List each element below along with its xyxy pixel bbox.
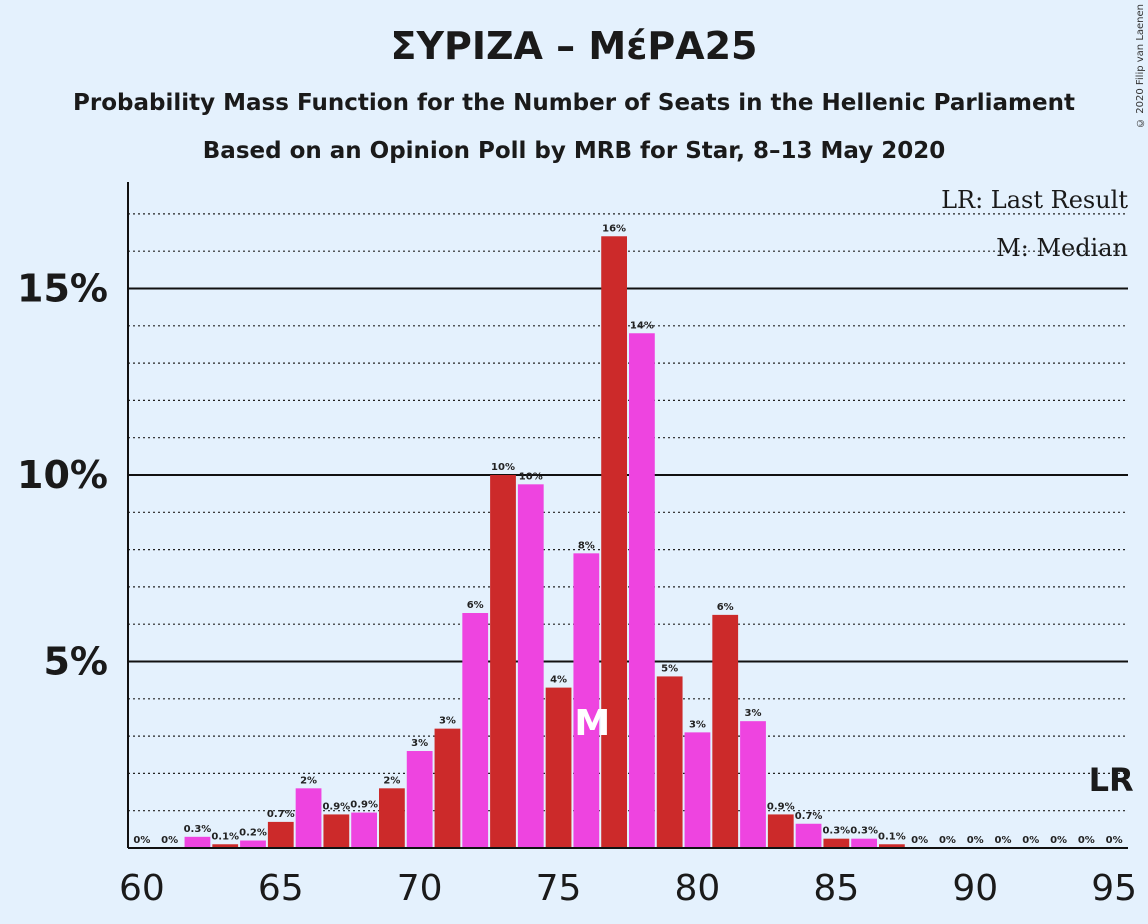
bar: [823, 838, 850, 848]
bar: [406, 751, 433, 848]
bar: [490, 475, 516, 848]
data-label: 5%: [661, 663, 678, 674]
chart-title: ΣΥΡΙΖΑ – ΜέΡΑ25: [390, 24, 758, 68]
data-label: 6%: [467, 600, 484, 611]
data-label: 0%: [995, 835, 1012, 846]
data-label: 0%: [161, 835, 178, 846]
bar: [712, 614, 739, 848]
bar: [379, 788, 405, 848]
bar: [767, 814, 794, 848]
y-tick-label: 5%: [43, 640, 108, 684]
bar: [795, 823, 822, 848]
data-label: 0%: [939, 835, 956, 846]
data-label: 0%: [967, 835, 984, 846]
bar: [740, 721, 766, 848]
x-tick-label: 95: [1091, 868, 1137, 909]
data-label: 0%: [1106, 835, 1123, 846]
data-label: 0%: [1050, 835, 1067, 846]
bar: [434, 728, 461, 848]
data-label: 3%: [689, 719, 706, 730]
bar: [879, 844, 905, 848]
bar: [684, 732, 711, 848]
data-label: 3%: [411, 738, 428, 749]
bar: [323, 814, 350, 848]
data-label: 0.3%: [850, 826, 878, 837]
data-label: 0.1%: [878, 831, 906, 842]
legend-last-result: LR: Last Result: [941, 186, 1128, 214]
data-label: 0.3%: [822, 826, 850, 837]
data-label: 0.7%: [795, 811, 823, 822]
data-label: 16%: [602, 223, 626, 234]
bar: [351, 812, 377, 848]
bar: [851, 838, 877, 848]
data-label: 0%: [911, 835, 928, 846]
legend-median: M: Median: [996, 234, 1128, 262]
y-tick-label: 15%: [17, 267, 108, 311]
x-tick-label: 80: [675, 868, 721, 909]
x-tick-label: 85: [813, 868, 859, 909]
bar: [267, 821, 294, 848]
x-tick-label: 70: [397, 868, 443, 909]
data-label: 0.7%: [267, 809, 295, 820]
bar: [184, 836, 211, 848]
chart-subtitle-2: Based on an Opinion Poll by MRB for Star…: [202, 138, 946, 164]
last-result-marker: LR: [1089, 761, 1134, 799]
data-label: 0.9%: [350, 800, 378, 811]
x-tick-label: 90: [952, 868, 998, 909]
data-label: 0%: [133, 835, 150, 846]
bar: [656, 676, 683, 848]
data-label: 0.9%: [322, 801, 350, 812]
data-label: 2%: [300, 775, 317, 786]
y-tick-label: 10%: [17, 453, 108, 497]
bar: [545, 687, 572, 848]
x-tick-label: 65: [258, 868, 304, 909]
data-label: 0%: [1078, 835, 1095, 846]
x-tick-label: 60: [119, 868, 165, 909]
bar: [601, 236, 627, 848]
data-label: 3%: [439, 716, 456, 727]
data-label: 6%: [717, 602, 734, 613]
data-label: 3%: [745, 708, 762, 719]
bar: [212, 844, 239, 848]
chart-subtitle-1: Probability Mass Function for the Number…: [73, 90, 1075, 116]
bar: [573, 553, 600, 848]
bar: [462, 613, 489, 848]
median-marker: M: [574, 703, 610, 744]
bar: [517, 484, 544, 848]
data-label: 0.1%: [211, 831, 239, 842]
data-label: 10%: [519, 471, 543, 482]
data-label: 2%: [383, 775, 400, 786]
data-label: 0.9%: [767, 801, 795, 812]
bar: [629, 333, 655, 848]
data-label: 0.3%: [184, 824, 212, 835]
bar: [240, 840, 266, 848]
data-label: 4%: [550, 675, 567, 686]
data-label: 0.2%: [239, 828, 267, 839]
data-label: 8%: [578, 540, 595, 551]
data-label: 10%: [491, 462, 515, 473]
data-label: 0%: [1022, 835, 1039, 846]
data-label: 14%: [630, 320, 654, 331]
bar: [295, 788, 322, 848]
x-tick-label: 75: [536, 868, 582, 909]
